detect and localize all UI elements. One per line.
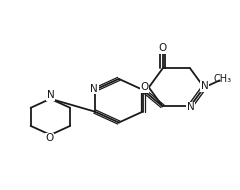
Text: O: O <box>45 133 53 143</box>
Text: CH₃: CH₃ <box>214 74 232 84</box>
Text: O: O <box>140 82 149 92</box>
Text: N: N <box>47 90 54 100</box>
Text: N: N <box>187 102 195 112</box>
Text: N: N <box>201 82 208 91</box>
Text: O: O <box>158 43 167 53</box>
Text: N: N <box>90 84 98 94</box>
